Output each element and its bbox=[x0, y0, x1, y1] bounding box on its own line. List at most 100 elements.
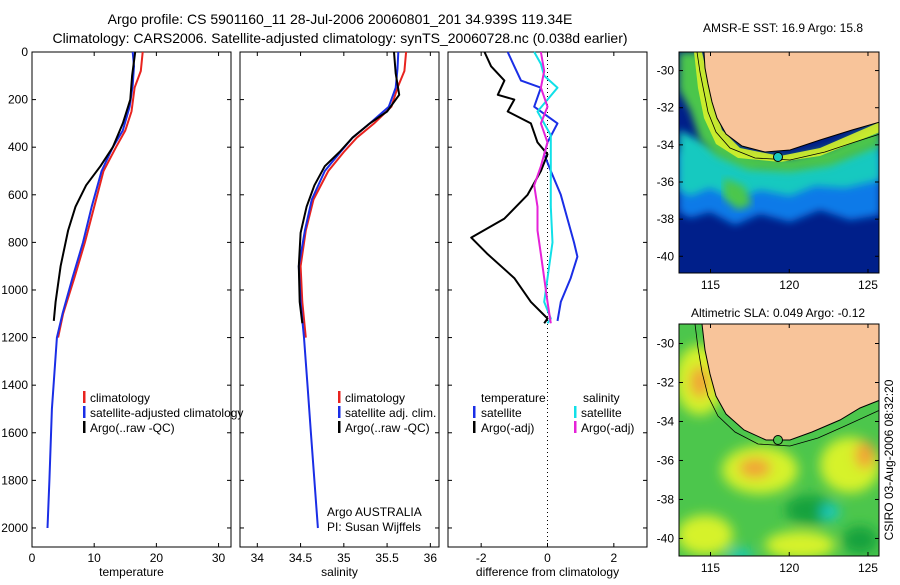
sst-map-axes: -30 -32 -34 -36 -38 -40 115 120 125 bbox=[657, 51, 880, 292]
map-y-tick-label: -36 bbox=[657, 453, 675, 467]
argo-program-label: Argo AUSTRALIA bbox=[327, 505, 422, 519]
legend-label-temp-argo: Argo(-adj) bbox=[481, 421, 534, 435]
map-y-tick-label: -30 bbox=[657, 64, 675, 78]
sst-green-patch bbox=[724, 178, 752, 210]
legend-title-temperature: temperature bbox=[481, 391, 546, 405]
x-tick-label: 20 bbox=[150, 551, 164, 565]
legend-swatch-temp-argo bbox=[473, 421, 476, 433]
map-y-tick-label: -30 bbox=[657, 336, 675, 350]
legend-label-satellite: satellite-adjusted climatology bbox=[90, 406, 243, 420]
series-line-argo-raw-qc- bbox=[297, 51, 401, 324]
series-line-temperature-argo-adj- bbox=[470, 51, 549, 324]
map-y-tick-label: -34 bbox=[657, 138, 675, 152]
series-line-argo-raw-qc- bbox=[52, 51, 137, 321]
map-y-tick-label: -32 bbox=[657, 375, 675, 389]
sla-map bbox=[679, 324, 879, 556]
y-tick-label: 400 bbox=[8, 140, 28, 154]
sst-argo-float-marker bbox=[773, 152, 783, 162]
temperature-panel: 0 200 400 600 800 1000 1200 1400 1600 1800 2000 0 10… bbox=[1, 45, 232, 579]
sst-map-title: AMSR-E SST: 16.9 Argo: 15.8 bbox=[703, 21, 863, 35]
sla-yellow-blob bbox=[765, 531, 835, 556]
sst-land bbox=[703, 52, 879, 153]
map-y-tick-label: -34 bbox=[657, 414, 675, 428]
y-tick-label: 800 bbox=[8, 235, 28, 249]
csiro-timestamp: CSIRO 03-Aug-2006 08:32:20 bbox=[882, 379, 896, 540]
sla-orange-blob bbox=[690, 366, 710, 398]
x-tick-label: 35.5 bbox=[375, 551, 399, 565]
legend-swatch-sal-satellite bbox=[574, 406, 577, 418]
x-tick-label: 35 bbox=[337, 551, 351, 565]
sst-map bbox=[679, 52, 879, 273]
x-tick-label: 10 bbox=[88, 551, 102, 565]
map-x-tick-label: 125 bbox=[858, 561, 878, 575]
legend-swatch-climatology bbox=[338, 391, 341, 403]
legend-label-satellite: satellite adj. clim. bbox=[345, 406, 436, 420]
sla-teal-blob bbox=[726, 549, 754, 556]
sst-contour-200m bbox=[696, 52, 879, 161]
header-line-2: Climatology: CARS2006. Satellite-adjuste… bbox=[52, 30, 627, 46]
map-x-tick-label: 120 bbox=[779, 278, 799, 292]
legend-label-argo: Argo(..raw -QC) bbox=[90, 421, 175, 435]
map-y-tick-label: -36 bbox=[657, 175, 675, 189]
sla-dark-green-blob bbox=[785, 495, 835, 525]
series-line-temperature-satellite bbox=[506, 51, 579, 322]
map-y-tick-label: -40 bbox=[657, 249, 675, 263]
sla-teal-blob bbox=[820, 504, 840, 520]
x-tick-label: 36 bbox=[424, 551, 438, 565]
sla-argo-float-marker bbox=[773, 435, 783, 445]
legend-title-salinity: salinity bbox=[583, 391, 620, 405]
map-frame bbox=[678, 323, 880, 557]
legend-label-climatology: climatology bbox=[345, 391, 405, 405]
x-tick-label: 34.5 bbox=[289, 551, 313, 565]
x-axis-label: difference from climatology bbox=[476, 565, 619, 579]
x-tick-label: -2 bbox=[476, 551, 487, 565]
sla-orange-blob bbox=[855, 441, 875, 469]
legend-swatch-argo bbox=[338, 421, 341, 433]
map-frame bbox=[678, 51, 880, 274]
map-x-tick-label: 115 bbox=[701, 278, 720, 292]
map-x-tick-label: 115 bbox=[701, 561, 720, 575]
x-tick-label: 34 bbox=[251, 551, 265, 565]
map-y-tick-label: -38 bbox=[657, 492, 675, 506]
legend-swatch-argo bbox=[83, 421, 86, 433]
plot-frame bbox=[31, 51, 232, 548]
series-line-salinity-satellite bbox=[533, 51, 559, 324]
y-tick-label: 1000 bbox=[1, 283, 28, 297]
legend-label-climatology: climatology bbox=[90, 391, 150, 405]
difference-legend: temperature salinity satellite Argo(-adj… bbox=[473, 391, 634, 435]
x-tick-label: 2 bbox=[610, 551, 617, 565]
y-tick-label: 200 bbox=[8, 93, 28, 107]
legend-swatch-climatology bbox=[83, 391, 86, 403]
y-tick-label: 1200 bbox=[1, 331, 28, 345]
y-tick-label: 1400 bbox=[1, 378, 28, 392]
x-axis-label: salinity bbox=[321, 565, 358, 579]
legend-label-sal-argo: Argo(-adj) bbox=[581, 421, 634, 435]
legend-swatch-satellite bbox=[338, 406, 341, 418]
salinity-panel: 34 34.5 35 35.5 36 salinity bbox=[239, 51, 440, 579]
x-tick-label: 0 bbox=[544, 551, 551, 565]
legend-swatch-satellite bbox=[83, 406, 86, 418]
sla-contour-200m bbox=[694, 324, 879, 447]
sla-orange-blob bbox=[739, 458, 771, 478]
series-line-satellite-adj-clim- bbox=[297, 51, 400, 529]
header-line-1: Argo profile: CS 5901160_11 28-Jul-2006 … bbox=[108, 11, 573, 27]
series-line-salinity-argo-adj- bbox=[533, 51, 552, 324]
legend-label-argo: Argo(..raw -QC) bbox=[345, 421, 430, 435]
sla-map-axes: -30 -32 -34 -36 -38 -40 115 120 125 bbox=[657, 323, 880, 575]
map-y-tick-label: -38 bbox=[657, 212, 675, 226]
map-y-tick-label: -40 bbox=[657, 531, 675, 545]
plot-frame bbox=[239, 51, 440, 548]
sla-dark-green-blob bbox=[842, 526, 878, 554]
legend-swatch-sal-argo bbox=[574, 421, 577, 433]
legend-label-temp-satellite: satellite bbox=[481, 406, 522, 420]
principal-investigator-label: PI: Susan Wijffels bbox=[327, 520, 421, 534]
map-x-tick-label: 125 bbox=[858, 278, 878, 292]
x-tick-label: 0 bbox=[29, 551, 36, 565]
sla-map-title: Altimetric SLA: 0.049 Argo: -0.12 bbox=[691, 306, 865, 320]
series-line-climatology bbox=[57, 51, 144, 338]
legend-label-sal-satellite: satellite bbox=[581, 406, 622, 420]
temperature-legend: climatology satellite-adjusted climatolo… bbox=[83, 391, 243, 435]
y-tick-label: 600 bbox=[8, 188, 28, 202]
